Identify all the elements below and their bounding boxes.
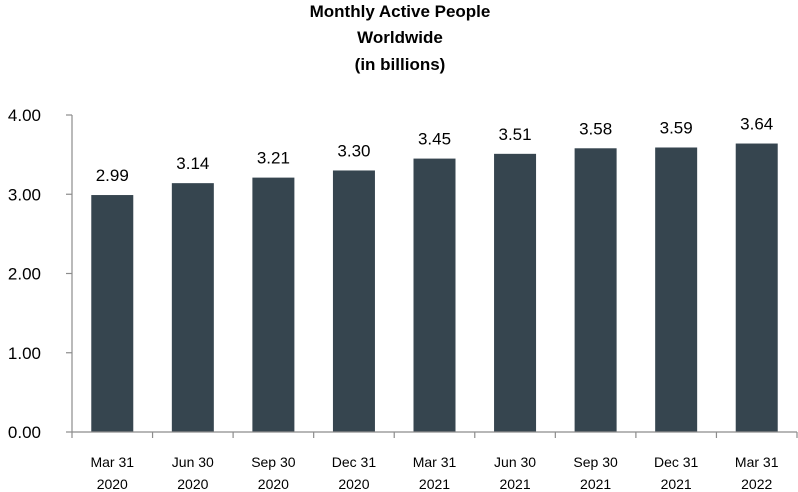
y-tick-label: 2.00 <box>8 265 41 284</box>
chart-title: Monthly Active People Worldwide (in bill… <box>310 2 491 74</box>
data-label: 3.30 <box>337 141 370 160</box>
data-label: 3.58 <box>579 119 612 138</box>
x-tick-label-date: Dec 31 <box>654 454 699 470</box>
bar <box>735 143 778 432</box>
x-tick-label-year: 2020 <box>258 476 289 492</box>
x-axis: Mar 31 2020 Jun 30 2020 Sep 30 2020 Dec 31 2020… <box>71 431 798 492</box>
x-tick-label-year: 2021 <box>661 476 692 492</box>
x-tick-label-date: Mar 31 <box>413 454 457 470</box>
x-tick-label-year: 2021 <box>419 476 450 492</box>
x-tick-label-year: 2020 <box>177 476 208 492</box>
x-tick-label-date: Sep 30 <box>251 454 296 470</box>
data-label: 3.59 <box>660 118 693 137</box>
x-tick-label-date: Dec 31 <box>332 454 377 470</box>
chart-title-line-3: (in billions) <box>355 55 446 74</box>
bars <box>91 143 778 432</box>
bar <box>252 177 295 432</box>
data-label: 3.14 <box>176 154 209 173</box>
data-label: 3.21 <box>257 149 290 168</box>
y-tick-label: 3.00 <box>8 185 41 204</box>
bar <box>655 147 698 432</box>
x-tick-label-date: Sep 30 <box>573 454 618 470</box>
bar <box>332 170 375 432</box>
x-tick-label-date: Jun 30 <box>494 454 536 470</box>
x-tick-label-year: 2022 <box>741 476 772 492</box>
x-tick-label-date: Jun 30 <box>172 454 214 470</box>
y-tick-label: 1.00 <box>8 344 41 363</box>
x-tick-label-year: 2021 <box>499 476 530 492</box>
chart-title-line-1: Monthly Active People <box>310 2 491 21</box>
x-tick-label-date: Mar 31 <box>90 454 134 470</box>
y-tick-label: 4.00 <box>8 106 41 125</box>
data-label: 2.99 <box>96 166 129 185</box>
bar <box>574 148 617 432</box>
data-label: 3.51 <box>499 125 532 144</box>
y-tick-label: 0.00 <box>8 423 41 442</box>
data-labels: 2.99 3.14 3.21 3.30 3.45 3.51 3.58 3.59 3.64 <box>96 115 774 186</box>
bar <box>413 158 456 432</box>
chart-title-line-2: Worldwide <box>357 28 443 47</box>
y-axis: 0.00 1.00 2.00 3.00 4.00 <box>8 106 73 442</box>
x-tick-label-year: 2020 <box>338 476 369 492</box>
x-tick-label-year: 2021 <box>580 476 611 492</box>
bar <box>494 153 537 432</box>
x-tick-label-date: Mar 31 <box>735 454 779 470</box>
data-label: 3.64 <box>740 115 773 134</box>
data-label: 3.45 <box>418 130 451 149</box>
bar <box>171 183 214 432</box>
x-tick-label-year: 2020 <box>97 476 128 492</box>
bar <box>91 195 134 432</box>
